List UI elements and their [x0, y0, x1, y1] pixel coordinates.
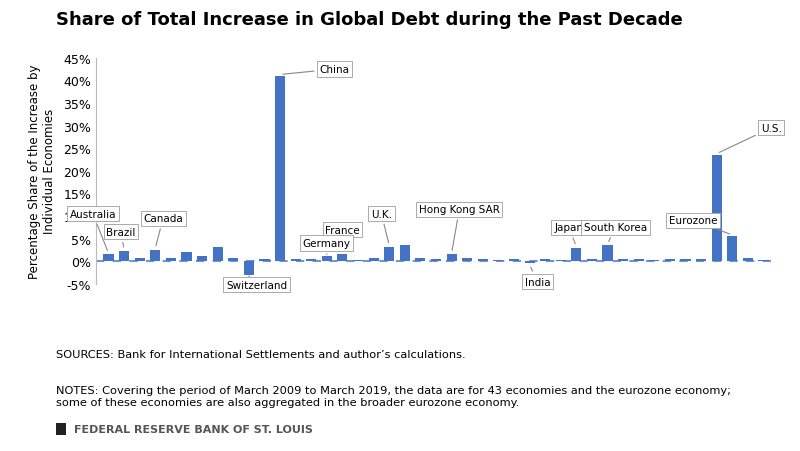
Bar	[727, 237, 738, 262]
Text: NOTES: Covering the period of March 2009 to March 2019, the data are for 43 econ: NOTES: Covering the period of March 2009…	[56, 386, 731, 407]
Text: South Korea: South Korea	[584, 223, 647, 242]
Bar	[665, 259, 675, 262]
Bar	[494, 260, 503, 262]
Bar	[228, 258, 238, 262]
Text: Canada: Canada	[143, 214, 183, 246]
Text: SOURCES: Bank for International Settlements and author’s calculations.: SOURCES: Bank for International Settleme…	[56, 350, 466, 359]
Bar	[743, 258, 753, 262]
Text: U.S.: U.S.	[719, 124, 782, 153]
Text: France: France	[325, 225, 360, 251]
Bar	[446, 255, 457, 262]
Bar	[384, 247, 394, 262]
Bar	[602, 246, 613, 262]
Bar	[119, 252, 129, 262]
Bar	[369, 259, 378, 262]
Bar	[712, 156, 722, 262]
Bar	[182, 253, 191, 262]
Bar	[134, 258, 145, 262]
Bar	[696, 259, 706, 262]
Bar	[290, 259, 301, 262]
Text: FEDERAL RESERVE BANK OF ST. LOUIS: FEDERAL RESERVE BANK OF ST. LOUIS	[74, 424, 314, 434]
Y-axis label: Percentage Share of the Increase by
Individual Economies: Percentage Share of the Increase by Indi…	[28, 64, 56, 278]
Bar	[681, 260, 690, 262]
Bar	[758, 260, 769, 262]
Text: Eurozone: Eurozone	[669, 216, 730, 235]
Bar	[618, 259, 628, 262]
Bar	[415, 258, 426, 262]
Bar	[571, 248, 582, 262]
Bar	[556, 260, 566, 262]
Bar	[197, 256, 207, 262]
Text: India: India	[525, 268, 550, 287]
Text: Share of Total Increase in Global Debt during the Past Decade: Share of Total Increase in Global Debt d…	[56, 11, 682, 29]
Bar	[509, 260, 519, 262]
Bar	[150, 250, 160, 262]
Bar	[431, 259, 441, 262]
Bar	[525, 262, 534, 264]
Text: Switzerland: Switzerland	[226, 276, 287, 290]
Bar	[322, 256, 332, 262]
Bar	[306, 260, 316, 262]
Bar	[478, 259, 488, 262]
Bar	[353, 260, 363, 262]
Text: Japan: Japan	[554, 223, 583, 244]
Bar	[244, 262, 254, 275]
Text: U.K.: U.K.	[371, 209, 392, 243]
Bar	[103, 255, 114, 262]
Bar	[166, 259, 176, 262]
Text: Germany: Germany	[303, 239, 351, 255]
Bar	[259, 259, 270, 262]
Bar	[650, 260, 659, 262]
Bar	[275, 77, 285, 262]
Text: Hong Kong SAR: Hong Kong SAR	[419, 205, 500, 251]
Text: China: China	[283, 65, 350, 75]
Bar	[587, 259, 597, 262]
Bar	[338, 255, 347, 262]
Text: Brazil: Brazil	[106, 227, 136, 248]
Bar	[400, 246, 410, 262]
Bar	[634, 260, 644, 262]
Bar	[540, 259, 550, 262]
Bar	[213, 247, 222, 262]
Text: Australia: Australia	[70, 209, 116, 251]
Bar	[462, 258, 472, 262]
